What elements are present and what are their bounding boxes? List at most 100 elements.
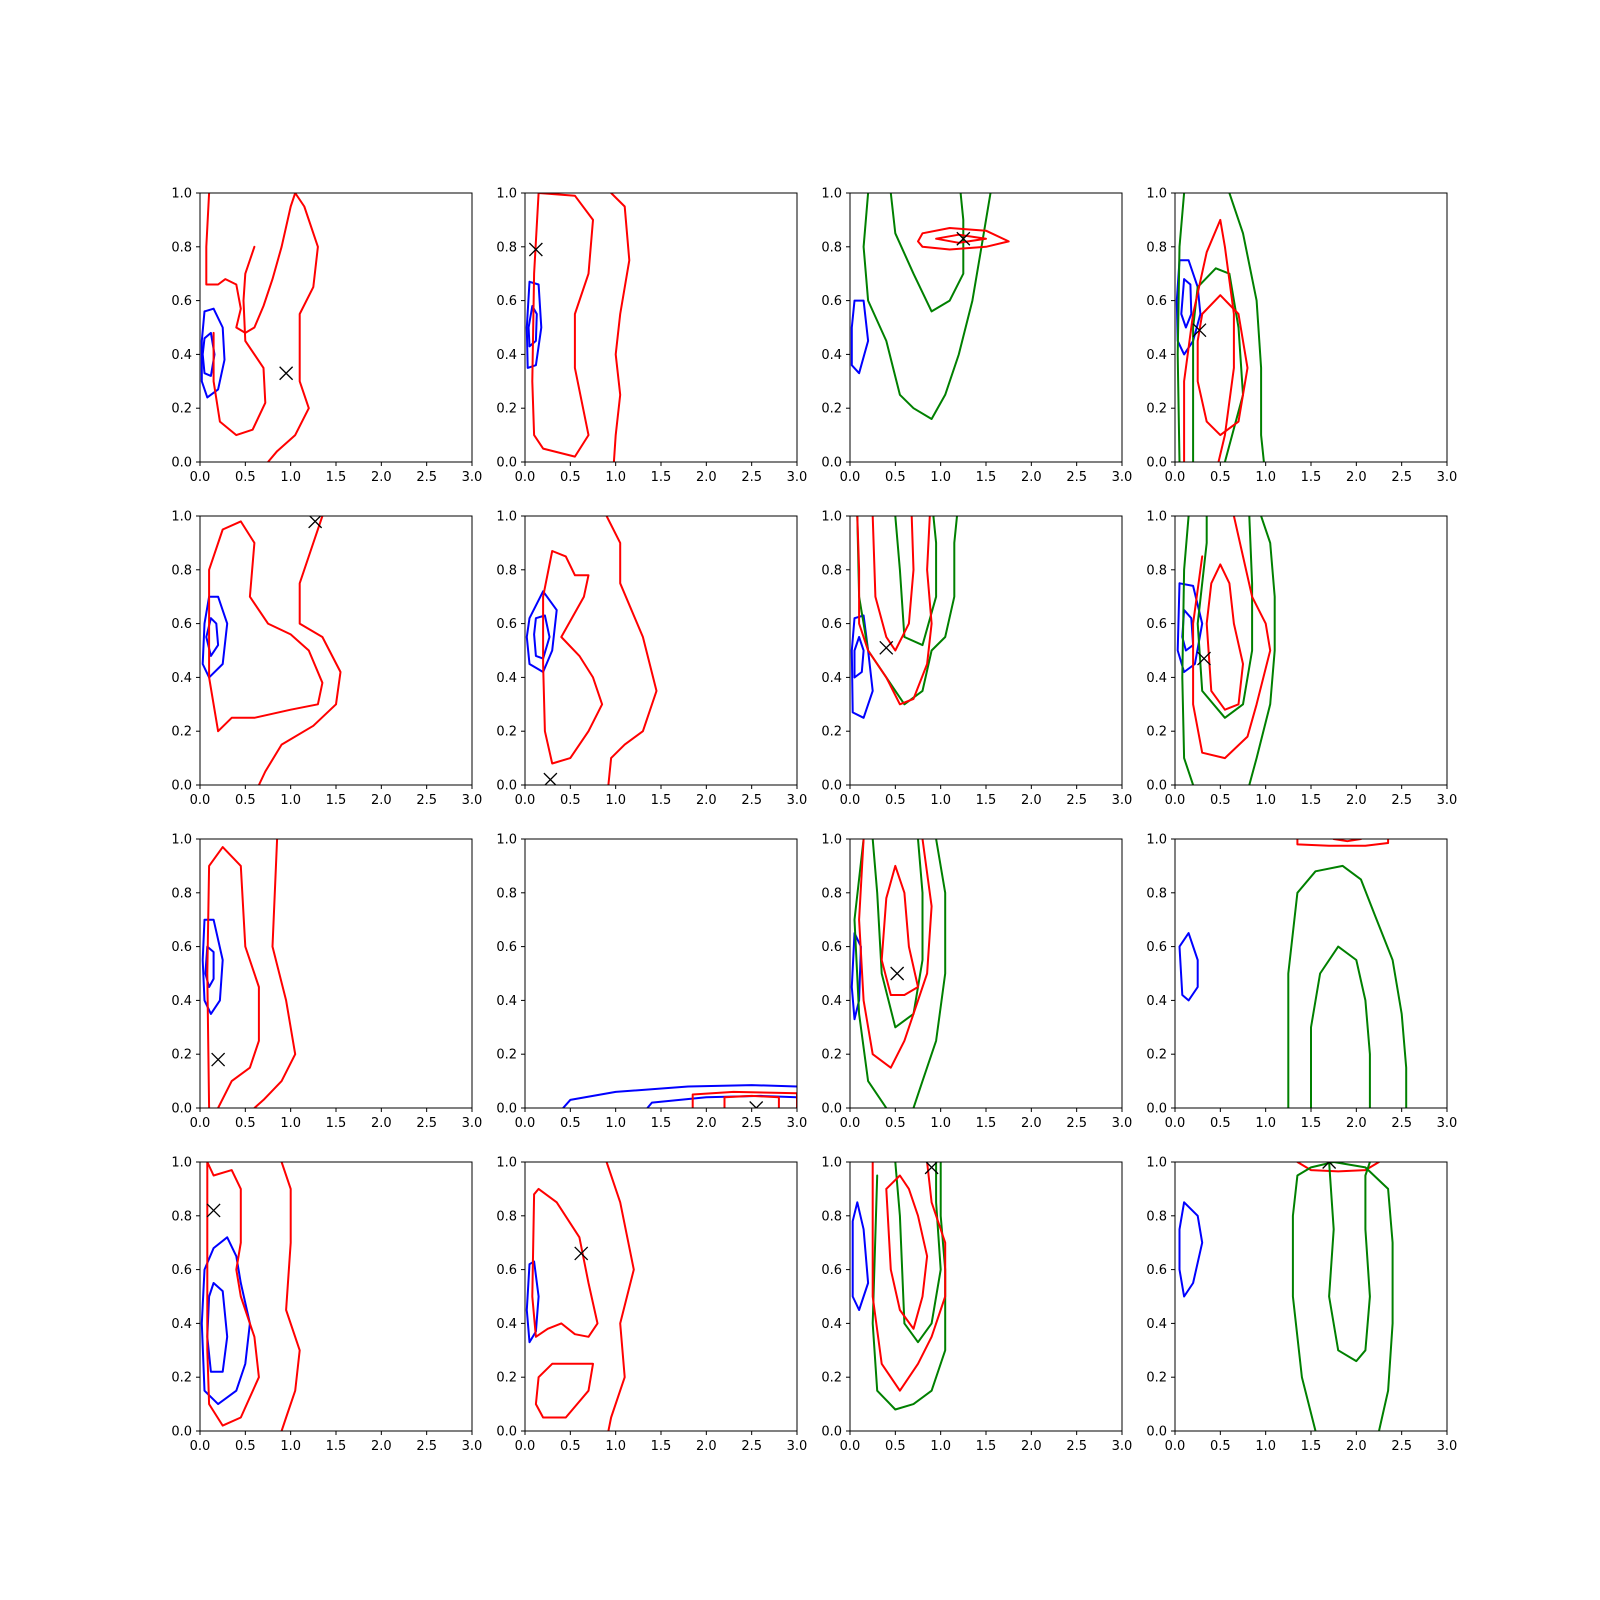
- blue-contour-line: [201, 331, 216, 377]
- y-tick-label: 1.0: [496, 187, 517, 202]
- x-tick-label: 1.0: [930, 1116, 951, 1131]
- x-tick-label: 1.5: [976, 793, 997, 808]
- blue-contour-line: [1176, 582, 1204, 673]
- x-tick-label: 0.5: [560, 793, 581, 808]
- y-tick-label: 0.8: [1146, 1209, 1167, 1224]
- y-tick-label: 0.8: [821, 563, 842, 578]
- plot-area: [200, 1162, 301, 1431]
- axes-frame: [849, 1161, 1123, 1432]
- red-contour-line: [1192, 516, 1272, 760]
- x-tick-label: 0.0: [190, 470, 211, 485]
- y-tick-label: 1.0: [171, 187, 192, 202]
- red-contour-line: [691, 1090, 797, 1108]
- y-tick-label: 0.4: [821, 348, 842, 363]
- x-tick-label: 2.0: [1021, 793, 1042, 808]
- x-marker: [211, 1052, 226, 1067]
- x-tick-label: 2.0: [371, 793, 392, 808]
- y-tick-label: 0.8: [496, 563, 517, 578]
- red-contour-line: [871, 516, 915, 652]
- x-tick-label: 3.0: [1112, 470, 1133, 485]
- y-tick-label: 0.0: [496, 1102, 517, 1117]
- x-tick-label: 0.0: [1165, 793, 1186, 808]
- x-tick-label: 2.5: [416, 1439, 437, 1454]
- red-contour-line: [1332, 839, 1362, 843]
- y-tick-label: 0.0: [171, 456, 192, 471]
- red-contour-line: [1296, 1162, 1380, 1173]
- x-tick-label: 3.0: [462, 793, 483, 808]
- y-tick-label: 0.2: [821, 1048, 842, 1063]
- y-tick-label: 0.2: [1146, 1371, 1167, 1386]
- x-marker: [1322, 1162, 1337, 1169]
- red-contour-line: [531, 1187, 599, 1338]
- x-tick-label: 0.0: [515, 1116, 536, 1131]
- subplot-r1-c1: 0.0 0.5 1.0 1.5 2.0 2.5 3.0 0.0 0.2 0.4 0.6 0.8 1.0: [171, 187, 482, 486]
- subplot-r3-c2: 0.0 0.5 1.0 1.5 2.0 2.5 3.0 0.0 0.2 0.4 0.6 0.8 1.0: [496, 833, 807, 1132]
- y-tick-label: 0.4: [1146, 1317, 1167, 1332]
- y-tick-label: 0.2: [821, 725, 842, 740]
- green-contour-line: [1310, 945, 1371, 1108]
- x-tick-label: 1.5: [326, 793, 347, 808]
- y-tick-label: 0.8: [496, 240, 517, 255]
- green-contour-line: [856, 516, 958, 706]
- green-contour-line: [1328, 1162, 1371, 1363]
- plot-area: [850, 193, 1010, 420]
- y-tick-label: 0.8: [821, 1209, 842, 1224]
- plot-area: [1178, 1162, 1394, 1431]
- subplot-r1-c2: 0.0 0.5 1.0 1.5 2.0 2.5 3.0 0.0 0.2 0.4 0.6 0.8 1.0: [496, 187, 807, 486]
- subplot-r3-c4: 0.0 0.5 1.0 1.5 2.0 2.5 3.0 0.0 0.2 0.4 0.6 0.8 1.0: [1146, 833, 1457, 1132]
- x-tick-label: 3.0: [1112, 1116, 1133, 1131]
- red-contour-line: [206, 846, 260, 1108]
- y-tick-label: 0.8: [496, 886, 517, 901]
- x-tick-label: 1.0: [280, 793, 301, 808]
- y-tick-label: 0.6: [1146, 617, 1167, 632]
- y-tick-label: 0.0: [1146, 779, 1167, 794]
- subplot-r2-c1: 0.0 0.5 1.0 1.5 2.0 2.5 3.0 0.0 0.2 0.4 0.6 0.8 1.0: [171, 510, 482, 809]
- plot-area: [850, 839, 947, 1108]
- y-tick-label: 1.0: [496, 833, 517, 848]
- y-tick-label: 1.0: [1146, 1156, 1167, 1171]
- green-contour-line: [894, 516, 938, 647]
- x-tick-label: 1.0: [1255, 1116, 1276, 1131]
- blue-contour-line: [850, 299, 870, 375]
- y-tick-label: 0.0: [171, 1102, 192, 1117]
- y-tick-label: 0.0: [821, 1102, 842, 1117]
- x-tick-label: 0.0: [515, 793, 536, 808]
- subplot-r3-c1: 0.0 0.5 1.0 1.5 2.0 2.5 3.0 0.0 0.2 0.4 0.6 0.8 1.0: [171, 833, 482, 1132]
- x-tick-label: 0.0: [515, 470, 536, 485]
- x-tick-label: 1.5: [326, 470, 347, 485]
- y-tick-label: 0.8: [171, 563, 192, 578]
- y-tick-label: 0.4: [496, 1317, 517, 1332]
- red-contour-line: [542, 550, 604, 765]
- y-tick-label: 0.2: [171, 1371, 192, 1386]
- red-contour-line: [935, 233, 987, 244]
- x-tick-label: 2.5: [1066, 1439, 1087, 1454]
- x-tick-label: 3.0: [1437, 1116, 1458, 1131]
- y-tick-label: 1.0: [171, 1156, 192, 1171]
- red-contour-line: [253, 839, 297, 1108]
- x-tick-label: 1.0: [1255, 1439, 1276, 1454]
- axes-frame: [524, 1161, 798, 1432]
- green-contour-line: [871, 1162, 947, 1411]
- x-tick-label: 0.5: [235, 470, 256, 485]
- y-tick-label: 0.2: [496, 725, 517, 740]
- red-contour-line: [610, 193, 631, 462]
- x-tick-label: 1.5: [1301, 1439, 1322, 1454]
- y-tick-label: 0.2: [821, 402, 842, 417]
- x-tick-label: 2.5: [741, 793, 762, 808]
- subplot-r2-c4: 0.0 0.5 1.0 1.5 2.0 2.5 3.0 0.0 0.2 0.4 0.6 0.8 1.0: [1146, 510, 1457, 809]
- x-tick-label: 2.0: [696, 1439, 717, 1454]
- y-tick-label: 1.0: [821, 833, 842, 848]
- x-tick-label: 1.0: [605, 470, 626, 485]
- x-tick-label: 1.0: [280, 1439, 301, 1454]
- x-tick-label: 1.0: [930, 793, 951, 808]
- x-tick-label: 0.0: [190, 1439, 211, 1454]
- x-marker: [1197, 651, 1211, 666]
- red-contour-line: [206, 1162, 260, 1427]
- y-tick-label: 0.8: [821, 886, 842, 901]
- y-tick-label: 0.6: [496, 940, 517, 955]
- x-tick-label: 2.5: [416, 1116, 437, 1131]
- x-marker: [1192, 323, 1207, 338]
- x-marker: [879, 640, 894, 655]
- x-tick-label: 3.0: [787, 1116, 808, 1131]
- red-contour-line: [880, 864, 919, 996]
